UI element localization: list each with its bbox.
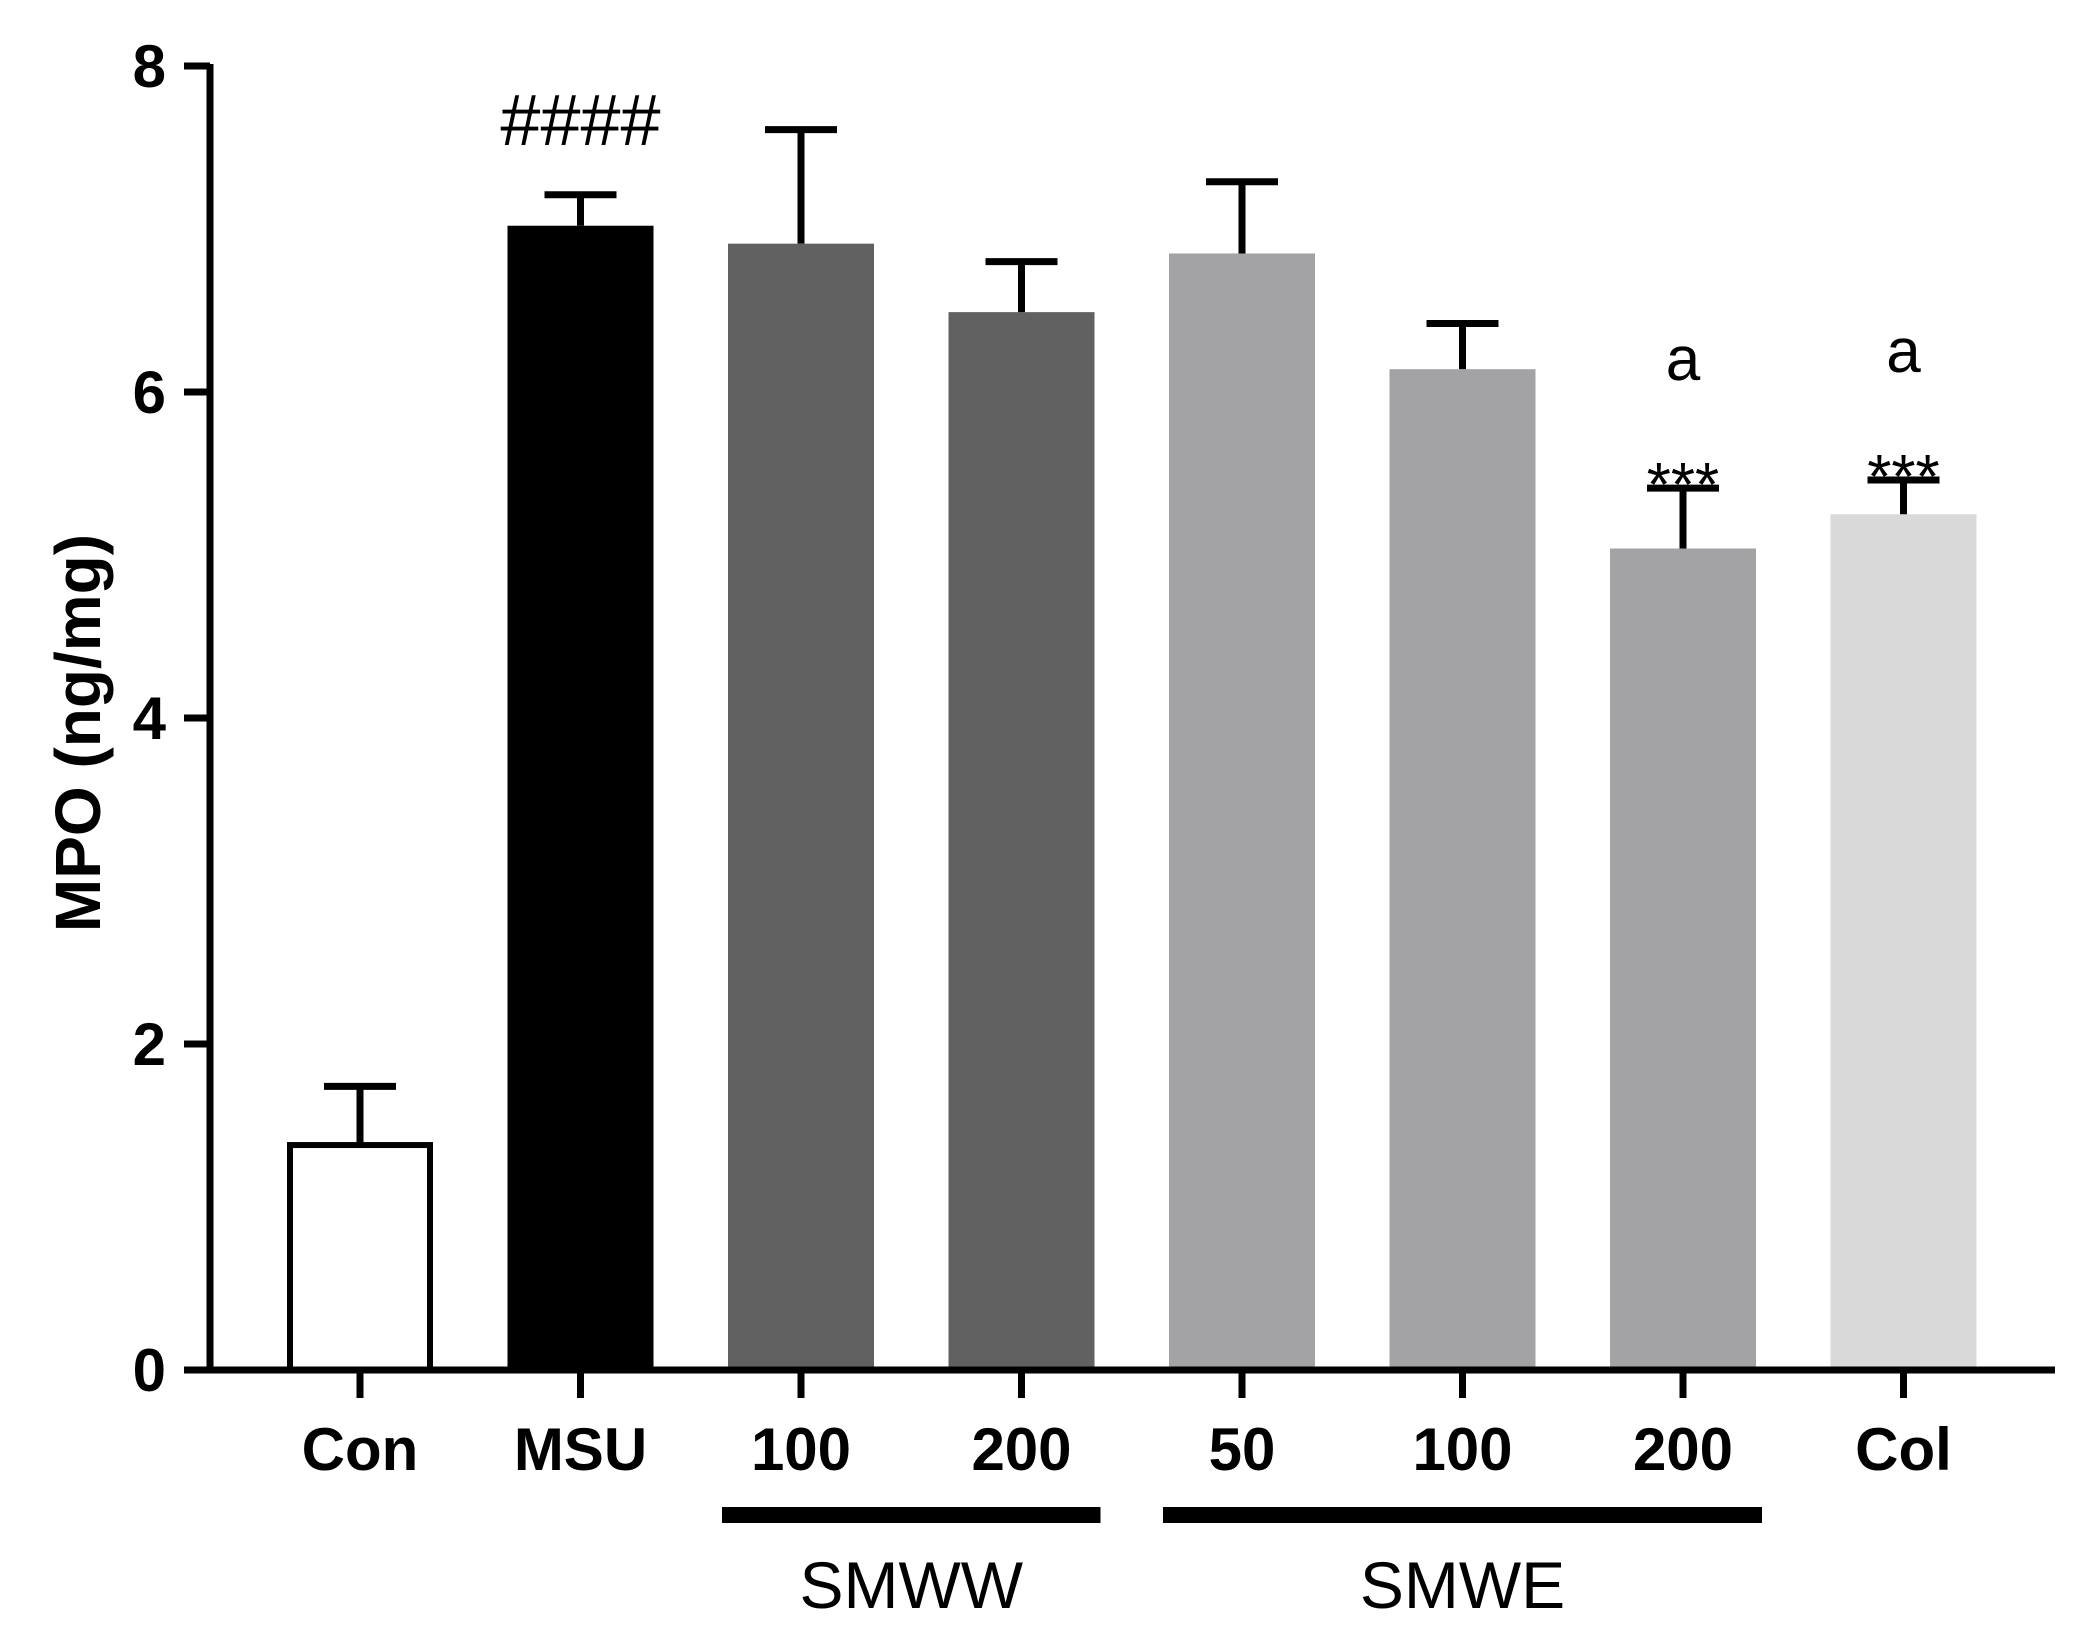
bar [1830,514,1977,1370]
x-category-label: Con [302,1416,419,1483]
y-tick-label: 8 [133,33,166,100]
x-category-label: 100 [751,1416,851,1483]
bar [507,225,654,1371]
bar [728,243,874,1370]
x-category-label: 200 [971,1416,1071,1483]
bar [1610,548,1756,1370]
x-category-label: MSU [514,1416,647,1483]
y-tick-label: 6 [133,359,166,426]
x-category-label: Col [1855,1416,1952,1483]
bars [287,225,1977,1374]
significance-star-label: *** [1867,443,1939,512]
y-tick-label: 4 [133,685,167,752]
bar [1389,369,1536,1370]
x-axis: Con MSU 100 200 50 100 200 Col [207,1366,2055,1483]
group-label: SMWW [799,1548,1023,1622]
x-category-label: 100 [1412,1416,1512,1483]
significance-star-label: *** [1647,451,1719,520]
significance-letter-label: a [1886,317,1921,386]
y-tick-label: 2 [133,1011,166,1078]
error-bars [324,126,1940,1146]
group-brackets: SMWW SMWE [722,1507,1762,1622]
x-category-label: 50 [1209,1416,1276,1483]
bar [287,1142,433,1374]
y-axis: 0 2 4 6 8 [133,33,214,1404]
significance-letter-label: a [1666,325,1701,394]
y-tick-label: 0 [133,1337,166,1404]
bar [1169,253,1315,1371]
significance-hash-label: #### [500,81,660,161]
x-category-label: 200 [1633,1416,1733,1483]
group-label: SMWE [1360,1548,1565,1622]
y-axis-title: MPO (ng/mg) [42,534,114,932]
annotations: #### a *** a *** [500,81,1939,520]
bar [948,312,1095,1370]
